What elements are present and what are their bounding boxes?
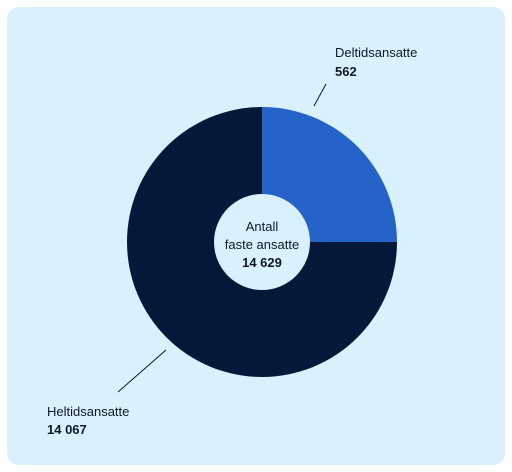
center-label-line2: faste ansatte xyxy=(225,237,299,252)
center-label-line1: Antall xyxy=(246,219,279,234)
slice-label-heltid-value: 14 067 xyxy=(47,422,87,437)
donut-hole xyxy=(214,194,310,290)
slice-label-heltid-name: Heltidsansatte xyxy=(47,404,129,419)
leader-line-deltid xyxy=(313,83,327,107)
slice-label-deltid-value: 562 xyxy=(335,64,357,79)
leader-line-heltid xyxy=(117,349,167,393)
slice-label-deltid-name: Deltidsansatte xyxy=(335,45,417,60)
center-total: 14 629 xyxy=(242,255,282,270)
